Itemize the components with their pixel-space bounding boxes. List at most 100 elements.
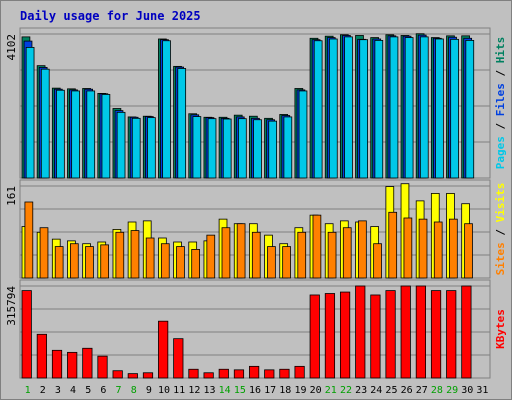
- day-label-24: 24: [370, 385, 382, 396]
- bar-visits-sites-day-5: [85, 246, 94, 279]
- bar-hits-pages-day-7: [116, 111, 126, 179]
- day-label-31: 31: [476, 385, 488, 396]
- bar-hits-pages-day-12: [192, 116, 202, 179]
- bar-hits-pages-day-27: [419, 36, 429, 179]
- bar-visits-sites-day-22: [342, 227, 352, 279]
- day-label-4: 4: [70, 385, 76, 396]
- axis-label-kbytes: KBytes: [494, 309, 507, 349]
- bar-hits-pages-day-5: [86, 90, 96, 179]
- bar-kbytes-kbytes-day-13: [203, 372, 214, 379]
- bar-hits-pages-day-26: [404, 37, 414, 179]
- day-labels: 1 2 3 4 5 6 7 8 9 10 11 12 13 14 15 16 17 18 19 20 21 22 23 24 2…: [25, 385, 489, 396]
- bar-kbytes-kbytes-day-29: [446, 290, 457, 379]
- chart-title: Daily usage for June 2025: [20, 9, 201, 23]
- bar-visits-sites-day-24: [373, 243, 382, 279]
- bar-hits-pages-day-6: [101, 94, 111, 179]
- axis-label-part-hits-3: /: [494, 63, 507, 83]
- day-label-22: 22: [340, 385, 352, 396]
- bar-kbytes-kbytes-day-7: [112, 370, 123, 379]
- bar-visits-sites-day-8: [130, 230, 140, 279]
- bar-hits-pages-day-2: [40, 68, 50, 179]
- day-label-13: 13: [203, 385, 215, 396]
- bar-kbytes-kbytes-day-19: [294, 365, 305, 379]
- bar-visits-sites-day-19: [297, 231, 307, 279]
- bar-visits-sites-day-3: [54, 246, 64, 279]
- day-label-18: 18: [279, 385, 291, 396]
- day-label-30: 30: [461, 385, 473, 396]
- bar-visits-sites-day-25: [388, 211, 398, 279]
- bar-visits-sites-day-14: [221, 227, 231, 279]
- bar-kbytes-kbytes-day-9: [142, 372, 154, 379]
- bar-hits-pages-day-1: [25, 47, 35, 179]
- bar-hits-pages-day-9: [147, 117, 156, 179]
- scale-label-kbytes: 315794: [5, 286, 18, 326]
- scale-label-visits: 161: [5, 186, 18, 206]
- bar-hits-pages-day-11: [177, 68, 187, 179]
- day-label-16: 16: [249, 385, 261, 396]
- bar-visits-sites-day-10: [160, 243, 170, 279]
- day-label-6: 6: [100, 385, 106, 396]
- axis-label-part-kbytes-0: KBytes: [494, 309, 507, 349]
- bar-visits-sites-day-23: [358, 220, 367, 279]
- bar-visits-sites-day-17: [267, 246, 276, 279]
- axis-label-hits: Pages / Files / Hits: [494, 37, 507, 170]
- bar-kbytes-kbytes-day-10: [158, 320, 169, 379]
- bar-kbytes-kbytes-day-12: [188, 368, 199, 379]
- day-label-11: 11: [173, 385, 185, 396]
- bar-kbytes-kbytes-day-28: [430, 290, 442, 379]
- bar-kbytes-kbytes-day-24: [370, 294, 381, 379]
- bar-visits-sites-day-11: [176, 246, 185, 279]
- bar-kbytes-kbytes-day-14: [218, 368, 229, 379]
- day-label-26: 26: [401, 385, 413, 396]
- day-label-23: 23: [355, 385, 367, 396]
- axis-label-part-visits-1: /: [494, 222, 507, 242]
- chart-panels: 4102 Pages / Files / Hits 161 Sites / Visit…: [5, 27, 507, 379]
- day-label-19: 19: [294, 385, 306, 396]
- panel-kbytes: 315794 KBytes: [5, 279, 507, 379]
- bar-hits-pages-day-14: [222, 118, 232, 179]
- day-label-21: 21: [325, 385, 337, 396]
- bar-hits-pages-day-16: [253, 119, 262, 179]
- bar-hits-pages-day-4: [71, 90, 80, 179]
- bar-visits-sites-day-15: [236, 223, 246, 279]
- axis-label-part-hits-4: Hits: [494, 37, 507, 64]
- bar-hits-pages-day-19: [298, 90, 308, 179]
- bar-hits-pages-day-15: [238, 118, 247, 179]
- bar-visits-sites-day-21: [327, 231, 337, 279]
- bar-visits-sites-day-4: [69, 243, 79, 279]
- day-label-10: 10: [158, 385, 170, 396]
- axis-label-part-hits-1: /: [494, 116, 507, 136]
- bar-visits-sites-day-29: [449, 218, 458, 279]
- day-label-2: 2: [40, 385, 46, 396]
- bar-visits-sites-day-6: [100, 244, 110, 279]
- bar-kbytes-kbytes-day-20: [309, 294, 320, 379]
- day-label-17: 17: [264, 385, 276, 396]
- bar-visits-sites-day-13: [206, 234, 216, 279]
- bar-hits-pages-day-28: [435, 38, 444, 179]
- bar-kbytes-kbytes-day-2: [36, 333, 47, 379]
- bar-visits-sites-day-9: [145, 237, 155, 279]
- bar-visits-sites-day-26: [403, 217, 413, 279]
- bar-visits-sites-day-2: [39, 227, 49, 279]
- bar-kbytes-kbytes-day-11: [173, 338, 184, 379]
- bar-visits-sites-day-12: [191, 249, 200, 279]
- bar-kbytes-kbytes-day-22: [339, 291, 351, 379]
- bar-kbytes-kbytes-day-6: [97, 355, 108, 379]
- day-label-14: 14: [219, 385, 231, 396]
- day-label-3: 3: [55, 385, 61, 396]
- bar-kbytes-kbytes-day-15: [233, 369, 245, 379]
- bar-hits-pages-day-20: [313, 40, 323, 179]
- bar-hits-pages-day-21: [328, 38, 338, 179]
- bar-hits-pages-day-18: [283, 116, 293, 179]
- bar-kbytes-kbytes-day-4: [67, 351, 78, 379]
- day-label-9: 9: [146, 385, 152, 396]
- bar-kbytes-kbytes-day-1: [21, 290, 32, 379]
- day-label-29: 29: [446, 385, 458, 396]
- day-label-8: 8: [131, 385, 137, 396]
- bar-hits-pages-day-10: [162, 40, 171, 179]
- bar-hits-pages-day-25: [389, 36, 399, 179]
- bar-kbytes-kbytes-day-26: [400, 285, 411, 379]
- day-label-20: 20: [310, 385, 322, 396]
- bar-visits-sites-day-30: [464, 223, 473, 279]
- axis-label-part-hits-0: Pages: [494, 136, 507, 169]
